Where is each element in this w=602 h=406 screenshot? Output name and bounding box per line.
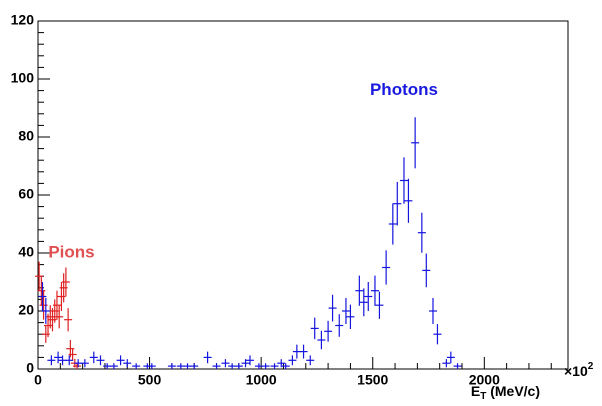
x-tick-label: 500 xyxy=(138,372,162,388)
y-tick-label: 20 xyxy=(18,302,34,318)
y-tick-label: 40 xyxy=(18,244,34,260)
x-tick-label: 0 xyxy=(34,372,42,388)
y-tick-label: 120 xyxy=(11,12,35,28)
x-tick-label: 1000 xyxy=(246,372,277,388)
annotation: Photons xyxy=(370,80,438,99)
y-tick-label: 0 xyxy=(26,360,34,376)
y-tick-label: 80 xyxy=(18,128,34,144)
x-tick-label: 1500 xyxy=(357,372,388,388)
x-tick-label: 2000 xyxy=(469,372,500,388)
frame xyxy=(37,20,569,370)
y-tick-label: 100 xyxy=(11,70,35,86)
x-axis-label: ET (MeV/c) xyxy=(471,383,540,402)
y-tick-label: 60 xyxy=(18,186,34,202)
x-multiplier: ×102 xyxy=(564,361,594,379)
annotation: Pions xyxy=(48,242,94,261)
